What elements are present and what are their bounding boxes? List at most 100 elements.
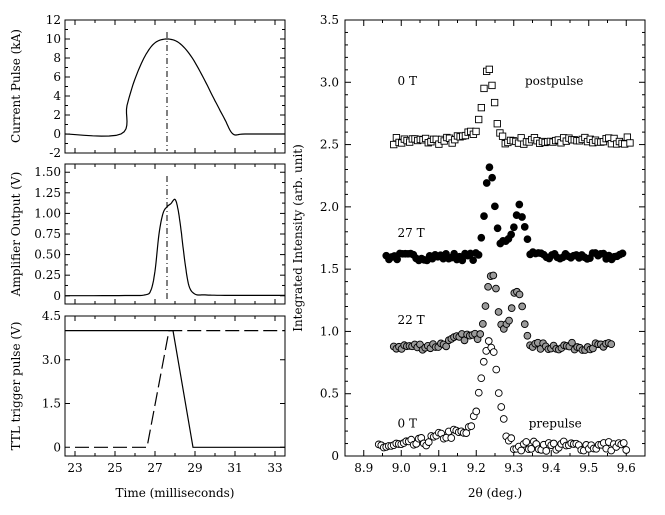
x-tick-label: 9.2 [467, 461, 486, 475]
x-tick-label: 9.4 [542, 461, 561, 475]
data-point [478, 320, 487, 328]
data-point [479, 357, 488, 366]
y-tick-label: 1.25 [34, 186, 61, 200]
amplifier-output-ylabel: Amplifier Output (V) [9, 172, 23, 298]
y-tick-label: 12 [46, 13, 61, 27]
data-point [494, 308, 503, 316]
data-point [472, 127, 480, 136]
time-xlabel: Time (milliseconds) [115, 486, 234, 500]
y-tick-label: 0.75 [34, 227, 61, 241]
data-point [492, 365, 501, 374]
annotation-label: 22 T [398, 313, 425, 327]
x-tick-label: 23 [67, 461, 82, 475]
xrd-panel: Integrated Intensity (arb. unit) 2θ (deg… [291, 13, 646, 500]
data-point [475, 115, 483, 124]
y-tick-label: 2.0 [320, 200, 339, 214]
series-22-t [389, 271, 616, 354]
x-tick-label: 33 [267, 461, 282, 475]
data-point [507, 304, 516, 313]
data-point [492, 284, 500, 293]
data-point [527, 444, 536, 453]
series-0-t-prepulse [374, 337, 631, 455]
y-tick-label: 0.50 [34, 248, 61, 262]
data-point [480, 212, 488, 220]
x-tick-label: 25 [107, 461, 122, 475]
y-tick-label: 0 [53, 440, 61, 454]
data-point [472, 407, 481, 416]
annotation-label: prepulse [529, 416, 582, 430]
data-point [488, 173, 497, 182]
y-tick-label: 3.0 [42, 353, 61, 367]
y-tick-label: 0 [331, 449, 339, 463]
y-tick-label: 0.25 [34, 268, 61, 282]
data-point [622, 446, 631, 454]
y-tick-label: 1.00 [34, 206, 61, 220]
series-line-ttl-solid [65, 330, 285, 448]
data-point [505, 316, 513, 325]
data-point [447, 434, 456, 442]
x-tick-label: 9.0 [392, 461, 411, 475]
y-tick-label: 1.5 [320, 262, 339, 276]
data-point [515, 200, 524, 209]
y-tick-label: 8 [53, 51, 61, 65]
ttl-trigger-panel: TTL trigger pulse (V) Time (milliseconds… [9, 309, 286, 500]
data-point [494, 389, 503, 397]
x-tick-label: 9.1 [429, 461, 448, 475]
ttl-trigger-ylabel: TTL trigger pulse (V) [9, 322, 23, 451]
x-tick-label: 9.6 [617, 461, 636, 475]
data-point [498, 132, 507, 140]
data-point [523, 331, 532, 340]
data-point [484, 337, 493, 345]
data-point [485, 163, 494, 172]
data-point [493, 224, 502, 233]
data-point [481, 302, 490, 310]
data-point [493, 120, 501, 128]
data-point [469, 256, 477, 265]
x-tick-label: 9.5 [579, 461, 598, 475]
data-point [568, 338, 576, 347]
y-tick-label: 0 [53, 289, 61, 303]
data-point [467, 422, 476, 430]
y-tick-label: 3.5 [320, 13, 339, 27]
amplifier-output-frame [64, 163, 286, 305]
series-line-amplifier [64, 198, 285, 297]
data-point [482, 179, 491, 187]
y-tick-label: 1.0 [320, 324, 339, 338]
data-point [518, 302, 527, 311]
data-point [517, 446, 526, 455]
data-point [477, 233, 486, 242]
data-point [607, 340, 616, 348]
data-point [458, 256, 467, 265]
current-pulse-panel: Current Pulse (kA) -2 0 2 4 6 8 10 12 [9, 13, 286, 160]
y-tick-label: 4.5 [42, 309, 61, 323]
data-point [515, 290, 524, 299]
series-27-t [382, 163, 627, 265]
annotation-label: postpulse [525, 74, 583, 88]
data-point [520, 223, 529, 231]
y-tick-label: 6 [53, 70, 61, 84]
data-point [477, 374, 486, 383]
xrd-ylabel: Integrated Intensity (arb. unit) [291, 144, 305, 332]
annotation-label: 0 T [398, 74, 417, 88]
data-point [618, 249, 627, 258]
data-point [497, 403, 506, 411]
data-point [520, 320, 529, 329]
annotation-label: 27 T [398, 226, 425, 240]
data-point [619, 439, 628, 447]
annotation-label: 0 T [398, 416, 417, 430]
data-point [510, 223, 518, 232]
data-point [522, 438, 531, 446]
data-point [474, 388, 483, 397]
data-point [507, 230, 516, 239]
y-tick-label: 1.5 [42, 397, 61, 411]
amplifier-output-panel: Amplifier Output (V) 0 0.25 0.50 0.75 1.00 1.… [9, 163, 286, 305]
y-tick-label: 4 [53, 89, 61, 103]
data-point [507, 434, 516, 443]
series-0-t-postpulse [390, 65, 634, 149]
x-tick-label: 9.3 [504, 461, 523, 475]
data-point [484, 282, 492, 291]
y-tick-label: 1.50 [34, 165, 61, 179]
y-tick-label: 0.5 [320, 387, 339, 401]
data-point [626, 139, 634, 147]
